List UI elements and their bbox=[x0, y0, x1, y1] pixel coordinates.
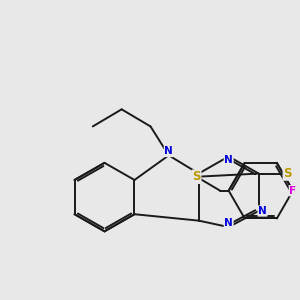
Text: N: N bbox=[224, 155, 233, 165]
Text: N: N bbox=[164, 146, 173, 157]
Text: S: S bbox=[283, 167, 292, 180]
Text: F: F bbox=[289, 186, 296, 196]
Text: N: N bbox=[258, 206, 267, 216]
Text: S: S bbox=[192, 170, 201, 183]
Text: N: N bbox=[224, 218, 233, 228]
